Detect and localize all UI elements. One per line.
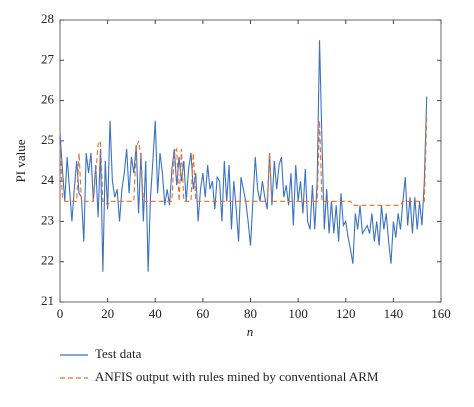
x-tick-label: 120 bbox=[336, 306, 356, 321]
y-tick-label: 23 bbox=[41, 212, 54, 227]
x-tick-label: 20 bbox=[101, 306, 114, 321]
series-line bbox=[59, 40, 428, 272]
y-tick-label: 22 bbox=[41, 253, 54, 268]
x-tick-label: 60 bbox=[196, 306, 209, 321]
x-tick-label: 80 bbox=[244, 306, 257, 321]
plot-frame bbox=[59, 19, 442, 303]
y-tick-label: 28 bbox=[41, 11, 54, 26]
y-axis-label: PI value bbox=[13, 139, 28, 182]
legend-label: Test data bbox=[95, 346, 142, 361]
y-tick-label: 26 bbox=[41, 92, 55, 107]
x-axis-label: n bbox=[247, 324, 254, 339]
series-line bbox=[59, 116, 428, 207]
y-tick-label: 25 bbox=[41, 132, 54, 147]
y-tick-label: 24 bbox=[41, 172, 55, 187]
y-tick-label: 21 bbox=[41, 293, 54, 308]
legend-label: ANFIS output with rules mined by convent… bbox=[95, 369, 379, 384]
x-tick-label: 40 bbox=[149, 306, 162, 321]
x-tick-label: 160 bbox=[431, 306, 451, 321]
x-tick-label: 0 bbox=[57, 306, 64, 321]
y-tick-label: 27 bbox=[41, 51, 55, 66]
x-tick-label: 140 bbox=[384, 306, 404, 321]
x-tick-label: 100 bbox=[288, 306, 308, 321]
